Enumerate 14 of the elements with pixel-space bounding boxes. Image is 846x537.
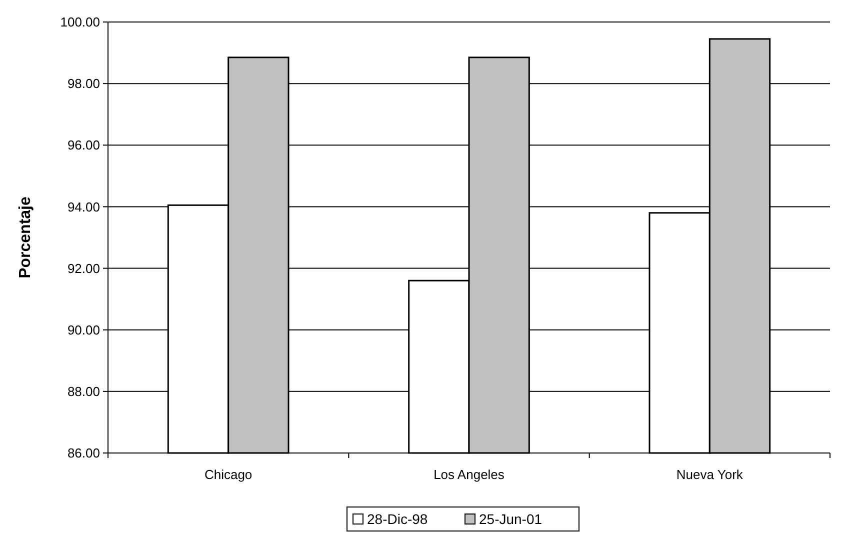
- x-tick-label: Chicago: [204, 467, 252, 482]
- y-tick-label: 90.00: [67, 322, 100, 338]
- y-axis-title: Porcentaje: [17, 196, 34, 278]
- y-tick-label: 86.00: [67, 446, 100, 461]
- legend-label: 28-Dic-98: [367, 510, 428, 527]
- y-tick-label: 96.00: [67, 138, 100, 153]
- y-tick-label: 88.00: [67, 384, 100, 399]
- y-tick-label: 100.00: [60, 14, 100, 30]
- y-tick-label: 92.00: [67, 260, 100, 276]
- x-tick-label: Los Angeles: [434, 467, 505, 482]
- legend-label: 25-Jun-01: [479, 510, 542, 527]
- y-tick-label: 98.00: [67, 76, 100, 92]
- x-tick-label: Nueva York: [676, 467, 744, 482]
- y-tick-label: 94.00: [67, 199, 100, 214]
